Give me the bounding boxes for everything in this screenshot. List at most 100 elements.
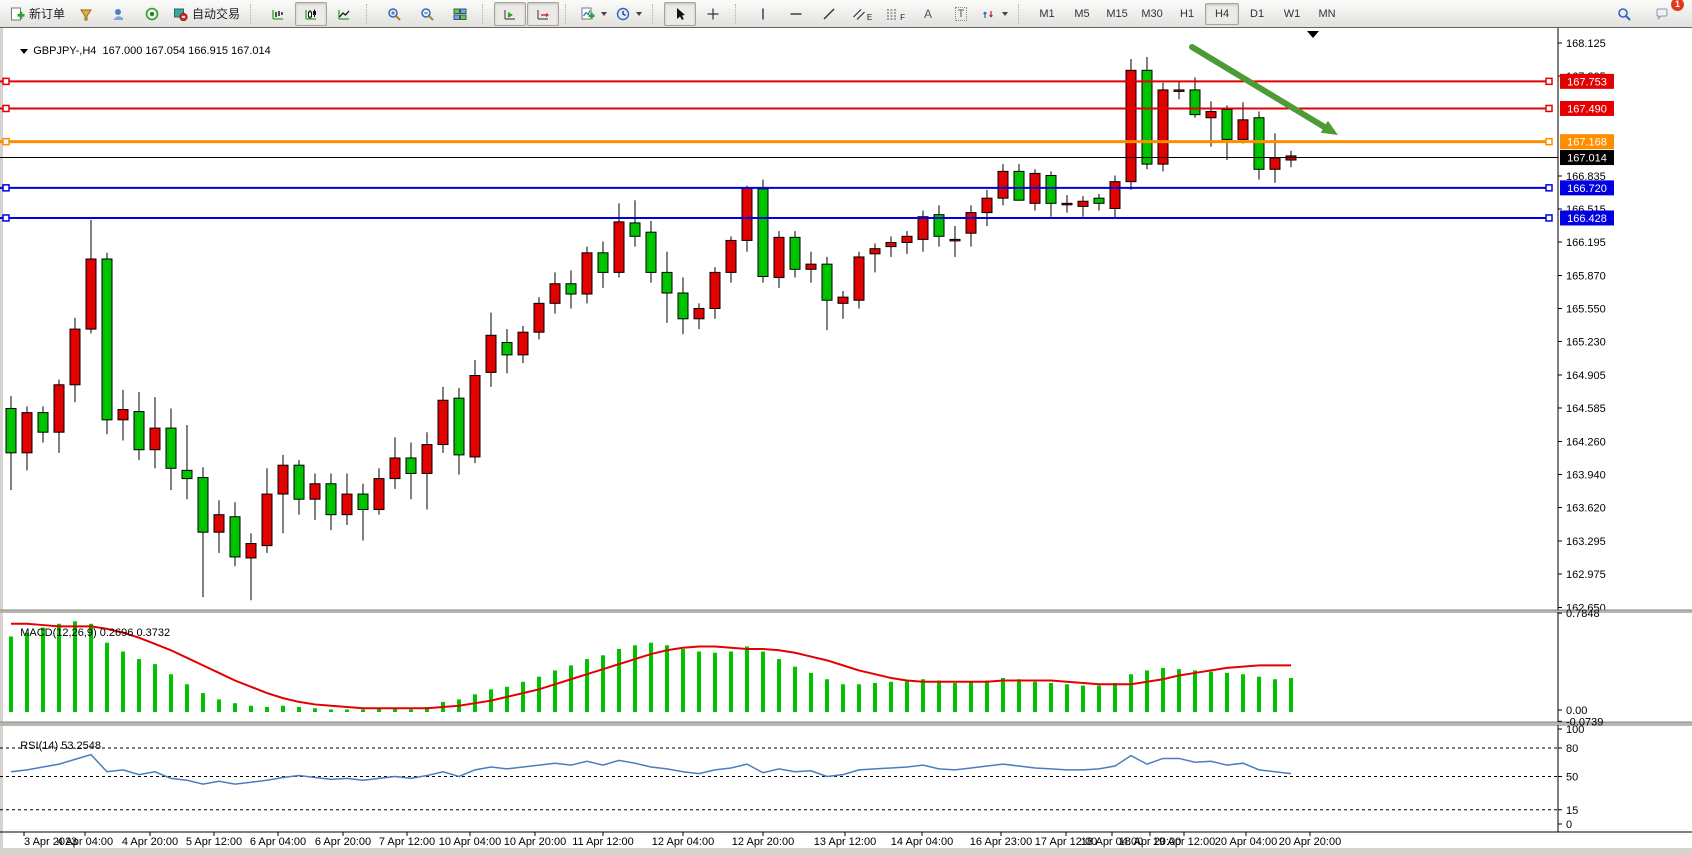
search-button[interactable]: [1608, 2, 1640, 26]
toolbar-separator: [366, 3, 373, 24]
symbol-label: GBPJPY-,H4: [33, 45, 97, 57]
svg-text:10 Apr 04:00: 10 Apr 04:00: [439, 836, 501, 848]
channel-glyph: E: [866, 13, 873, 22]
periods-button[interactable]: [612, 2, 646, 26]
signals-button[interactable]: [136, 2, 168, 26]
account-cloud-icon: [114, 8, 124, 20]
hline-icon: [790, 12, 802, 15]
pane-separator[interactable]: [0, 722, 1692, 726]
svg-text:18 Apr 20:00: 18 Apr 20:00: [1119, 836, 1181, 848]
svg-text:19 Apr 12:00: 19 Apr 12:00: [1153, 836, 1215, 848]
macd-signal-line: [11, 622, 1291, 710]
line-chart-icon: [338, 9, 350, 20]
svg-text:164.905: 164.905: [1566, 370, 1606, 382]
timeframe-m30-button[interactable]: M30: [1141, 7, 1163, 20]
new-order-button[interactable]: 新订单: [6, 2, 69, 26]
trend-arrow-annotation[interactable]: [1189, 44, 1338, 135]
funnel-icon: [80, 9, 92, 20]
window-bottom-strip: [0, 848, 1692, 855]
timeframe-m5-button[interactable]: M5: [1074, 7, 1090, 20]
rsi-value: 53.2548: [61, 740, 101, 752]
svg-text:166.835: 166.835: [1566, 171, 1606, 183]
new-order-label: 新订单: [29, 7, 66, 21]
accounts-button[interactable]: [103, 2, 135, 26]
crosshair-button[interactable]: [697, 2, 729, 26]
main-toolbar: 新订单 自动交易 E F A T M1 M5 M15 M30 H1 H4 D1 W1 MN 1: [0, 0, 1692, 28]
svg-text:163.295: 163.295: [1566, 536, 1606, 548]
fibonacci-button[interactable]: F: [879, 2, 911, 26]
timeframe-mn-button[interactable]: MN: [1318, 7, 1336, 20]
arrows-tool-icon: [983, 10, 993, 18]
svg-text:100: 100: [1566, 724, 1584, 736]
pane-separator[interactable]: [0, 610, 1692, 613]
zoom-in-button[interactable]: [378, 2, 410, 26]
svg-text:164.585: 164.585: [1566, 403, 1606, 415]
svg-text:168.125: 168.125: [1566, 38, 1606, 50]
svg-text:5 Apr 12:00: 5 Apr 12:00: [186, 836, 242, 848]
timeframe-w1-button[interactable]: W1: [1283, 7, 1301, 20]
metaquotes-button[interactable]: [70, 2, 102, 26]
bar-chart-button[interactable]: [262, 2, 294, 26]
toolbar-separator: [250, 3, 257, 24]
hline-167.753[interactable]: 167.753: [0, 73, 1614, 89]
zoom-out-button[interactable]: [411, 2, 443, 26]
timeframe-m15-button[interactable]: M15: [1106, 7, 1128, 20]
svg-text:17 Apr 12:00: 17 Apr 12:00: [1035, 836, 1097, 848]
indicators-button[interactable]: [577, 2, 611, 26]
candlestick-button[interactable]: [295, 1, 328, 26]
arrows-button[interactable]: [978, 2, 1012, 26]
auto-trading-icon: [174, 8, 188, 21]
notifications-button[interactable]: 1: [1646, 0, 1684, 26]
rsi-indicator-label: RSI(14) 53.2548: [8, 728, 101, 764]
hline-167.168[interactable]: 167.168: [0, 134, 1614, 150]
svg-text:10 Apr 20:00: 10 Apr 20:00: [504, 836, 566, 848]
label-button[interactable]: T: [945, 2, 977, 26]
label-tool-glyph: T: [954, 6, 968, 21]
vline-icon: [762, 8, 764, 19]
toolbar-separator: [652, 3, 659, 24]
hline-166.720[interactable]: 166.720: [0, 180, 1614, 196]
horizontal-line-button[interactable]: [780, 2, 812, 26]
chart-title: GBPJPY-,H4 167.000 167.054 166.915 167.0…: [8, 33, 271, 69]
svg-text:0: 0: [1566, 819, 1572, 831]
price-axis: 168.125167.805166.835166.515166.195165.8…: [1558, 38, 1606, 614]
trendline-button[interactable]: [813, 2, 845, 26]
cursor-button[interactable]: [664, 1, 697, 26]
svg-text:0.00: 0.00: [1566, 705, 1587, 717]
svg-text:6 Apr 20:00: 6 Apr 20:00: [315, 836, 371, 848]
periods-icon: [616, 7, 630, 20]
svg-text:15: 15: [1566, 805, 1578, 817]
hline-166.428[interactable]: 166.428: [0, 210, 1614, 226]
auto-scroll-button[interactable]: [494, 1, 527, 26]
chart-shift-icon: [537, 9, 550, 20]
text-button[interactable]: A: [912, 2, 944, 26]
vertical-line-button[interactable]: [747, 2, 779, 26]
candles-layer: [5, 56, 1297, 601]
toolbar-separator: [735, 3, 742, 24]
line-chart-button[interactable]: [328, 2, 360, 26]
macd-indicator-label: MACD(12,26,9) 0.2696 0.3732: [8, 615, 170, 651]
toolbar-separator: [1018, 3, 1025, 24]
svg-text:163.620: 163.620: [1566, 502, 1606, 514]
timeframe-m1-button[interactable]: M1: [1039, 7, 1055, 20]
timeframe-h4-button[interactable]: H4: [1205, 2, 1240, 25]
symbol-dropdown-icon[interactable]: [20, 49, 29, 54]
timeframe-d1-button[interactable]: D1: [1250, 7, 1265, 20]
svg-text:163.940: 163.940: [1566, 469, 1606, 481]
macd-name: MACD(12,26,9): [20, 627, 97, 639]
signal-icon: [145, 7, 159, 20]
svg-text:167.490: 167.490: [1567, 103, 1607, 115]
svg-text:11 Apr 12:00: 11 Apr 12:00: [572, 836, 634, 848]
timeframe-h1-button[interactable]: H1: [1180, 7, 1195, 20]
svg-text:-0.0739: -0.0739: [1566, 716, 1603, 728]
svg-text:165.870: 165.870: [1566, 270, 1606, 282]
chart-shift-button[interactable]: [527, 1, 560, 26]
auto-trading-button[interactable]: 自动交易: [169, 2, 244, 26]
svg-text:16 Apr 23:00: 16 Apr 23:00: [970, 836, 1032, 848]
svg-text:4 Apr 04:00: 4 Apr 04:00: [57, 836, 113, 848]
tile-windows-button[interactable]: [444, 2, 476, 26]
auto-scroll-icon: [504, 9, 516, 20]
toolbar-separator: [565, 3, 572, 24]
equidistant-channel-button[interactable]: E: [846, 2, 878, 26]
